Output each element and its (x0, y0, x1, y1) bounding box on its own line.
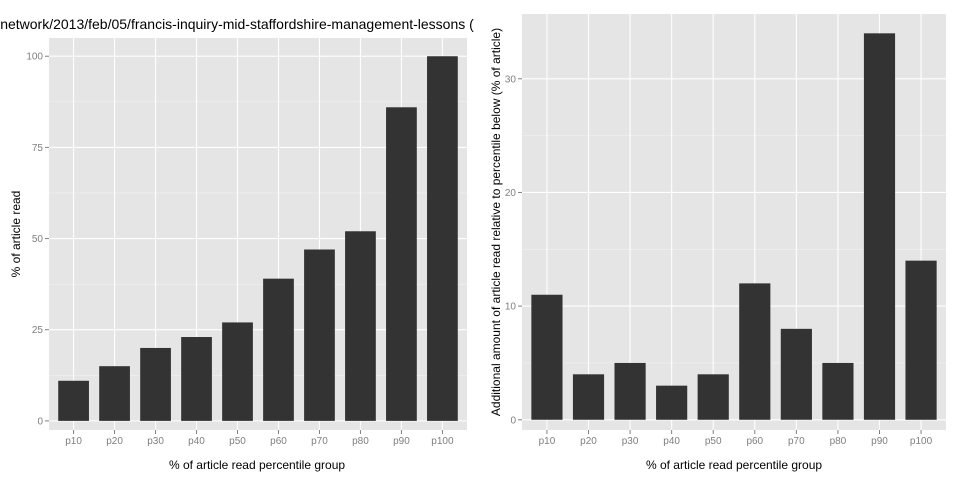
left-x-tick-label: p20 (106, 436, 123, 447)
right-y-tick-label: 20 (505, 188, 517, 199)
left-bar-p70 (304, 249, 335, 421)
left-x-tick-label: p40 (188, 436, 205, 447)
right-bar-p10 (531, 294, 563, 420)
right-bar-p100 (905, 260, 937, 420)
chart-left-y-axis-title: % of article read (9, 191, 23, 278)
left-x-tick-label: p100 (431, 436, 454, 447)
left-bar-p10 (58, 380, 89, 421)
right-x-tick-label: p40 (663, 436, 680, 447)
right-bar-p60 (739, 283, 771, 420)
left-bar-p60 (263, 278, 294, 421)
chart-right-x-axis: p10 p20 p30 p40 p50 p60 p70 p80 p90 p100 (539, 430, 933, 447)
left-bar-p30 (140, 347, 171, 421)
left-y-tick-label: 0 (37, 416, 43, 427)
left-bar-p100 (427, 56, 458, 421)
left-bar-p20 (99, 366, 130, 421)
left-x-tick-label: p70 (311, 436, 328, 447)
chart-right-y-axis: 0 10 20 30 (505, 74, 522, 426)
left-x-tick-label: p50 (229, 436, 246, 447)
right-x-tick-label: p100 (910, 436, 933, 447)
right-bar-p90 (863, 33, 896, 420)
right-bar-p50 (697, 374, 729, 420)
right-x-tick-label: p20 (580, 436, 597, 447)
left-bar-p80 (345, 231, 376, 421)
right-y-tick-label: 30 (505, 74, 517, 85)
left-x-tick-label: p10 (65, 436, 82, 447)
right-bar-p80 (822, 362, 854, 420)
left-bar-p40 (181, 337, 212, 421)
left-y-tick-label: 25 (32, 325, 44, 336)
right-y-tick-label: 0 (510, 415, 516, 426)
left-x-tick-label: p60 (270, 436, 287, 447)
left-bar-p90 (386, 107, 417, 421)
right-bar-p40 (656, 385, 688, 420)
right-x-tick-label: p70 (788, 436, 805, 447)
chart-right-bars (531, 33, 937, 420)
right-x-tick-label: p30 (622, 436, 639, 447)
left-bar-p50 (222, 322, 253, 421)
chart-left-x-axis-title: % of article read percentile group (169, 458, 345, 472)
chart-left-y-axis: 0 25 50 75 100 (26, 52, 49, 427)
chart-right-y-axis-title: Additional amount of article read relati… (489, 28, 503, 416)
chart-left-x-axis: p10 p20 p30 p40 p50 p60 p70 p80 p90 p100 (65, 430, 454, 447)
right-bar-p30 (614, 362, 646, 420)
left-y-tick-label: 100 (26, 52, 43, 63)
left-x-tick-label: p80 (352, 436, 369, 447)
chart-left-bars (58, 56, 458, 421)
right-x-tick-label: p60 (746, 436, 763, 447)
right-bar-p20 (572, 374, 605, 420)
left-y-tick-label: 75 (32, 143, 44, 154)
chart-left-title: network/2013/feb/05/francis-inquiry-mid-… (0, 16, 474, 32)
chart-right-x-axis-title: % of article read percentile group (646, 458, 822, 472)
right-x-tick-label: p80 (830, 436, 847, 447)
left-x-tick-label: p30 (147, 436, 164, 447)
right-x-tick-label: p10 (539, 436, 556, 447)
right-y-tick-label: 10 (505, 302, 517, 313)
left-x-tick-label: p90 (393, 436, 410, 447)
chart-left: network/2013/feb/05/francis-inquiry-mid-… (0, 16, 474, 472)
left-y-tick-label: 50 (32, 234, 44, 245)
right-x-tick-label: p50 (705, 436, 722, 447)
right-x-tick-label: p90 (871, 436, 888, 447)
right-bar-p70 (780, 328, 812, 420)
